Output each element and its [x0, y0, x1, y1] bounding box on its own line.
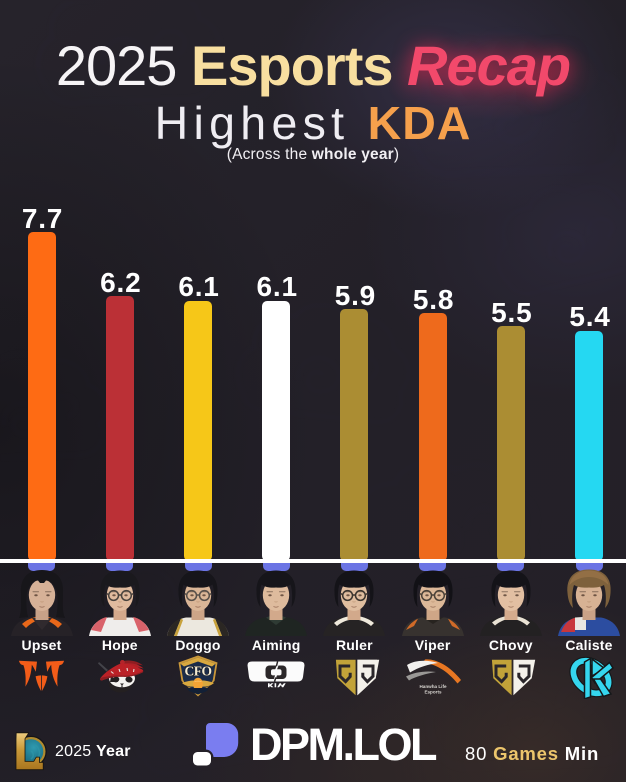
svg-text:Hanwha Life: Hanwha Life: [419, 684, 447, 689]
svg-text:Esports: Esports: [424, 690, 442, 695]
svg-text:CFO: CFO: [185, 664, 212, 679]
